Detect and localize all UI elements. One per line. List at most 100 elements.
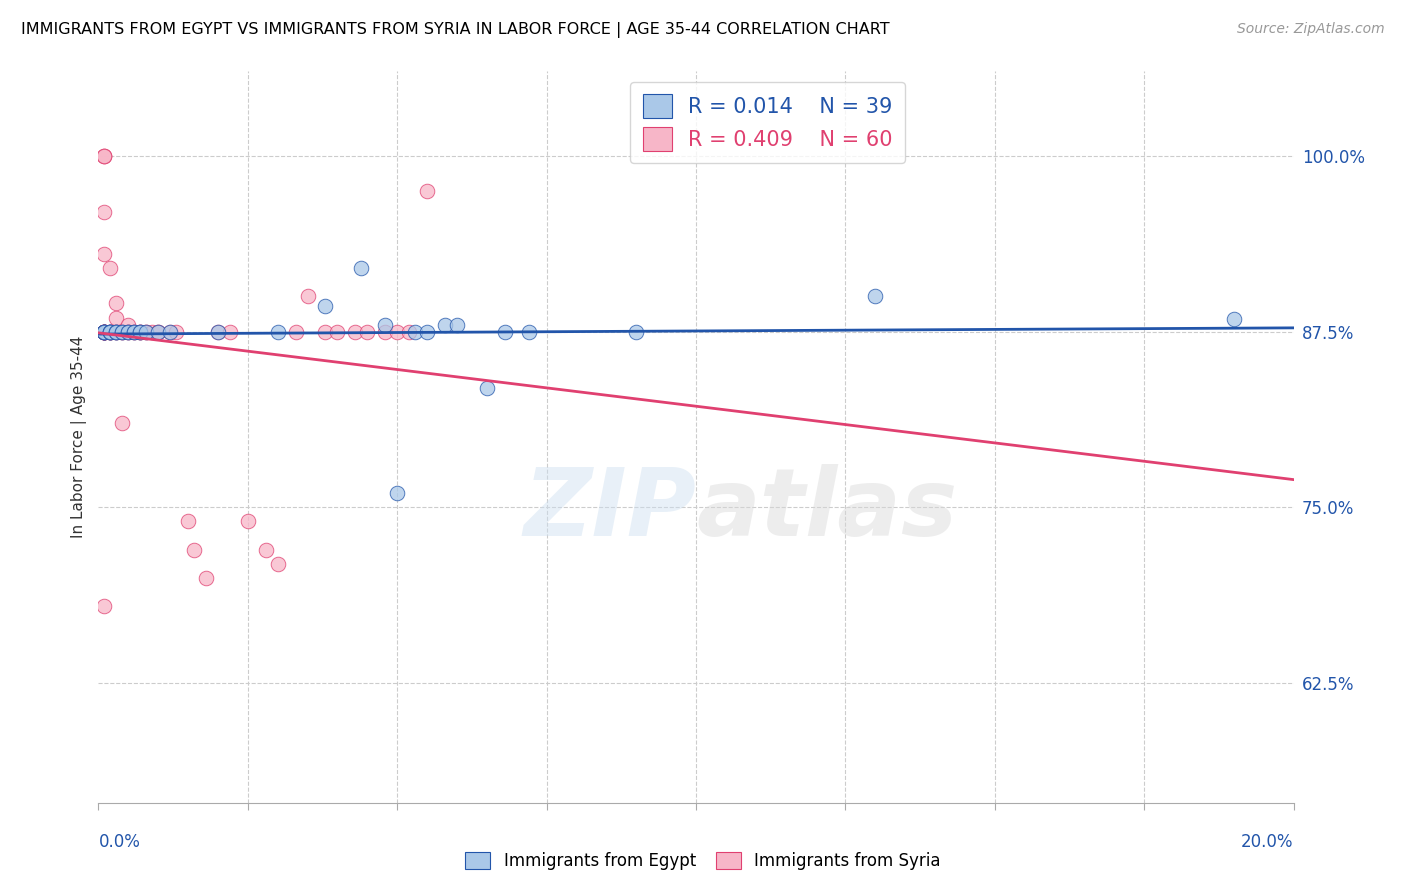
Point: [111, 325, 134, 339]
Point: [267, 557, 290, 571]
Point: [385, 486, 409, 500]
Point: [385, 325, 409, 339]
Point: [124, 325, 146, 339]
Point: [105, 310, 128, 325]
Text: IMMIGRANTS FROM EGYPT VS IMMIGRANTS FROM SYRIA IN LABOR FORCE | AGE 35-44 CORREL: IMMIGRANTS FROM EGYPT VS IMMIGRANTS FROM…: [21, 22, 890, 38]
Point: [219, 325, 242, 339]
Point: [105, 296, 128, 310]
Point: [93, 149, 115, 163]
Point: [93, 149, 115, 163]
Point: [93, 325, 115, 339]
Point: [626, 325, 648, 339]
Point: [93, 325, 115, 339]
Point: [865, 289, 887, 303]
Point: [98, 325, 122, 339]
Point: [117, 325, 139, 339]
Point: [124, 325, 146, 339]
Point: [159, 325, 181, 339]
Point: [98, 325, 122, 339]
Point: [183, 542, 205, 557]
Point: [98, 325, 122, 339]
Point: [148, 325, 170, 339]
Point: [284, 325, 307, 339]
Point: [159, 325, 181, 339]
Point: [494, 325, 516, 339]
Point: [111, 416, 134, 430]
Point: [98, 325, 122, 339]
Point: [344, 325, 367, 339]
Point: [117, 325, 139, 339]
Point: [475, 381, 498, 395]
Point: [297, 289, 319, 303]
Text: Source: ZipAtlas.com: Source: ZipAtlas.com: [1237, 22, 1385, 37]
Point: [93, 325, 115, 339]
Point: [129, 325, 152, 339]
Point: [207, 325, 229, 339]
Point: [117, 325, 139, 339]
Point: [315, 325, 337, 339]
Point: [117, 325, 139, 339]
Point: [315, 299, 337, 313]
Legend: R = 0.014    N = 39, R = 0.409    N = 60: R = 0.014 N = 39, R = 0.409 N = 60: [630, 82, 905, 163]
Point: [416, 325, 439, 339]
Point: [93, 325, 115, 339]
Point: [326, 325, 349, 339]
Point: [350, 261, 373, 276]
Point: [124, 325, 146, 339]
Point: [93, 247, 115, 261]
Point: [93, 325, 115, 339]
Point: [374, 325, 396, 339]
Point: [93, 149, 115, 163]
Point: [129, 325, 152, 339]
Text: 0.0%: 0.0%: [98, 833, 141, 851]
Point: [105, 325, 128, 339]
Y-axis label: In Labor Force | Age 35-44: In Labor Force | Age 35-44: [72, 336, 87, 538]
Point: [236, 515, 259, 529]
Point: [111, 325, 134, 339]
Point: [93, 325, 115, 339]
Point: [356, 325, 378, 339]
Point: [135, 325, 157, 339]
Point: [517, 325, 540, 339]
Point: [105, 325, 128, 339]
Text: 20.0%: 20.0%: [1241, 833, 1294, 851]
Point: [105, 325, 128, 339]
Point: [93, 205, 115, 219]
Point: [446, 318, 468, 332]
Point: [98, 261, 122, 276]
Point: [141, 325, 163, 339]
Point: [93, 599, 115, 613]
Point: [254, 542, 277, 557]
Point: [105, 325, 128, 339]
Point: [93, 325, 115, 339]
Point: [434, 318, 457, 332]
Point: [124, 325, 146, 339]
Text: atlas: atlas: [696, 464, 957, 557]
Point: [93, 325, 115, 339]
Point: [98, 325, 122, 339]
Point: [98, 325, 122, 339]
Point: [416, 184, 439, 198]
Point: [148, 325, 170, 339]
Point: [165, 325, 187, 339]
Point: [98, 325, 122, 339]
Point: [93, 325, 115, 339]
Point: [129, 325, 152, 339]
Point: [93, 325, 115, 339]
Point: [93, 325, 115, 339]
Point: [177, 515, 200, 529]
Point: [93, 325, 115, 339]
Point: [129, 325, 152, 339]
Point: [207, 325, 229, 339]
Point: [148, 325, 170, 339]
Point: [398, 325, 420, 339]
Point: [135, 325, 157, 339]
Point: [117, 318, 139, 332]
Point: [129, 325, 152, 339]
Point: [93, 325, 115, 339]
Point: [105, 325, 128, 339]
Point: [93, 325, 115, 339]
Text: ZIP: ZIP: [523, 464, 696, 557]
Point: [111, 325, 134, 339]
Point: [404, 325, 426, 339]
